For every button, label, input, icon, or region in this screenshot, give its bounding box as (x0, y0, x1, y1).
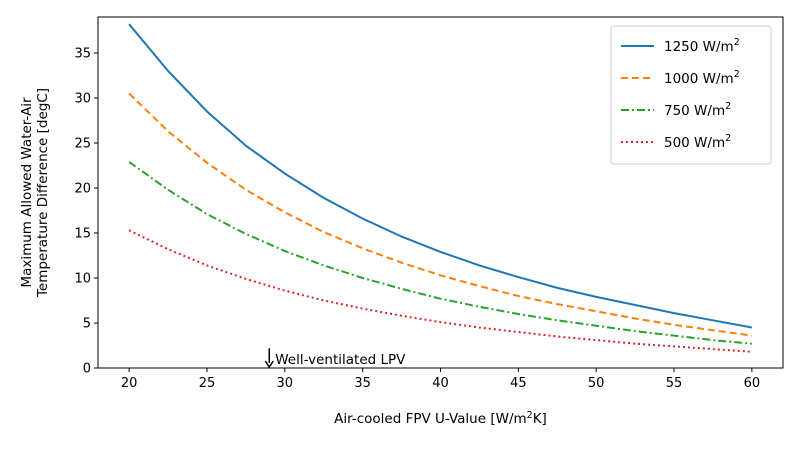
series-line-2 (128, 161, 752, 345)
y-tick-label: 35 (74, 47, 91, 62)
legend-box (610, 25, 772, 165)
y-tick-label: 10 (74, 272, 91, 287)
x-tick-label: 35 (354, 376, 371, 391)
series-line-0 (128, 23, 753, 329)
legend-label-3: 500 W/m2 (664, 133, 731, 151)
legend-label-0: 1250 W/m2 (664, 37, 740, 55)
series-line-3 (128, 229, 752, 353)
x-tick-label: 40 (432, 376, 449, 391)
legend-label-2: 750 W/m2 (664, 101, 731, 119)
annotation-arrow-head (264, 360, 274, 369)
x-tick-label: 30 (277, 376, 294, 391)
x-tick-label: 50 (588, 376, 605, 391)
y-tick-label: 15 (74, 227, 91, 242)
y-tick-label: 20 (74, 182, 91, 197)
annotation: Well-ventilated LPV (264, 348, 406, 369)
x-axis-label: Air-cooled FPV U-Value [W/m2K] (334, 410, 547, 427)
y-axis-label: Maximum Allowed Water-AirTemperature Dif… (19, 88, 51, 298)
legend-label-1: 1000 W/m2 (664, 69, 740, 87)
x-tick-label: 20 (121, 376, 138, 391)
plot-lines (128, 23, 753, 353)
y-tick-label: 30 (74, 92, 91, 107)
annotation-label: Well-ventilated LPV (275, 352, 406, 368)
x-tick-label: 60 (744, 376, 761, 391)
series-line-1 (128, 92, 753, 337)
y-tick-label: 5 (83, 317, 91, 332)
x-tick-label: 25 (199, 376, 216, 391)
x-tick-label: 55 (666, 376, 683, 391)
legend: 1250 W/m2 1000 W/m2 750 W/m2 500 W/m2 (610, 25, 772, 165)
y-tick-label: 25 (74, 137, 91, 152)
x-tick-label: 45 (510, 376, 527, 391)
y-axis-ticks: 0 5 10 15 20 25 30 35 (74, 47, 98, 377)
y-tick-label: 0 (83, 362, 91, 377)
x-axis-ticks: 20 25 30 35 40 45 50 55 60 (121, 368, 760, 391)
